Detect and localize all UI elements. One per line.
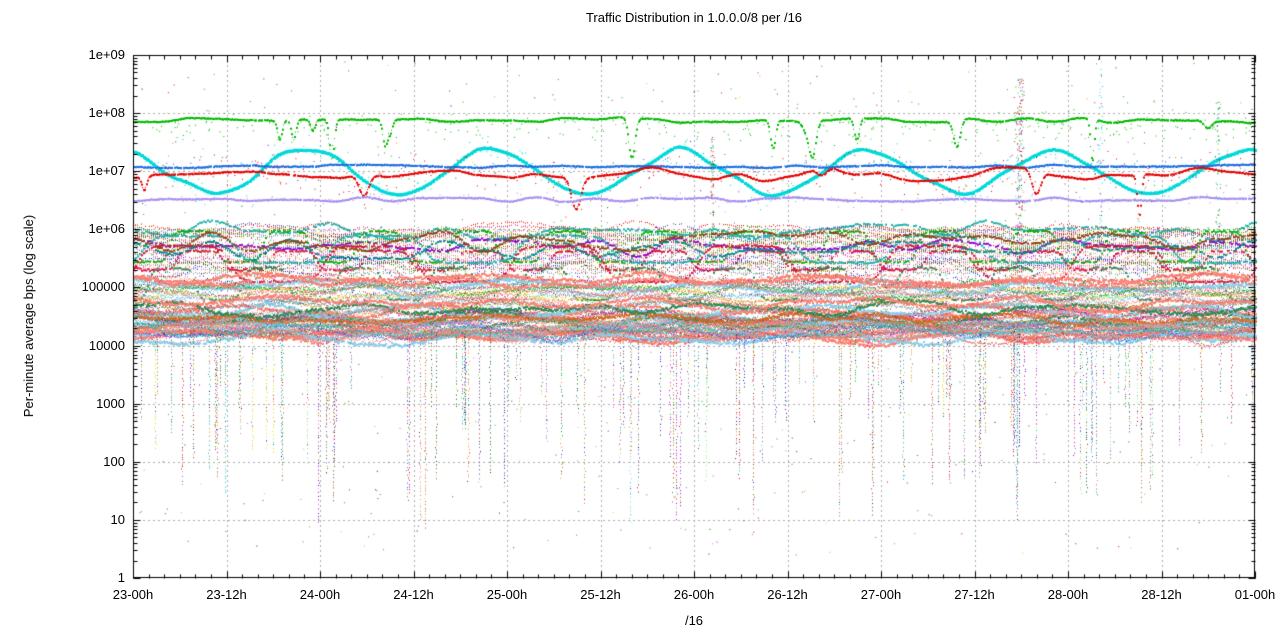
y-tick-label: 1e+06 xyxy=(88,221,125,237)
y-tick-label: 1 xyxy=(117,570,125,585)
x-tick-label: 26-12h xyxy=(767,587,808,602)
x-tick-label: 26-00h xyxy=(673,587,715,602)
y-tick-label: 1e+08 xyxy=(88,105,125,121)
x-tick-label: 25-00h xyxy=(486,587,528,602)
x-tick-label: 23-00h xyxy=(112,587,154,602)
x-tick-label: 24-00h xyxy=(299,587,341,602)
x-tick-label: 01-00h xyxy=(1234,587,1276,602)
x-tick-label: 27-00h xyxy=(860,587,902,602)
x-axis-title: /16 xyxy=(684,613,704,628)
y-tick-label: 1000 xyxy=(96,395,125,411)
x-tick-label: 28-12h xyxy=(1141,587,1182,602)
y-tick-label: 100 xyxy=(103,453,125,469)
y-axis-title: Per-minute average bps (log scale) xyxy=(21,214,36,418)
y-tick-label: 100000 xyxy=(81,279,125,295)
x-tick-label: 25-12h xyxy=(580,587,621,602)
y-tick-label: 1e+07 xyxy=(88,163,125,179)
y-tick-label: 1e+09 xyxy=(88,47,125,62)
y-tick-label: 10 xyxy=(110,511,125,527)
x-tick-label: 27-12h xyxy=(954,587,995,602)
x-tick-label: 24-12h xyxy=(393,587,434,602)
chart-title: Traffic Distribution in 1.0.0.0/8 per /1… xyxy=(585,10,803,25)
x-tick-label: 28-00h xyxy=(1047,587,1089,602)
x-tick-label: 23-12h xyxy=(206,587,247,602)
y-tick-label: 10000 xyxy=(88,337,125,353)
